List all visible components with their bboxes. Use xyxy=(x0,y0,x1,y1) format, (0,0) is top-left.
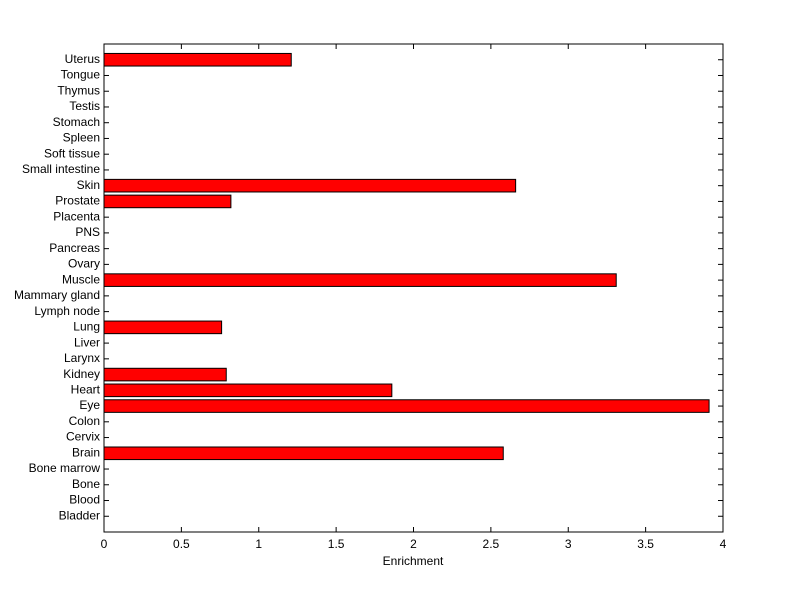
x-tick-label: 1 xyxy=(255,537,262,551)
y-tick-label: Blood xyxy=(69,493,100,507)
x-tick-label: 1.5 xyxy=(328,537,345,551)
y-tick-label: PNS xyxy=(75,225,100,239)
y-tick-label: Pancreas xyxy=(49,241,100,255)
y-tick-label: Spleen xyxy=(63,131,100,145)
y-tick-label: Liver xyxy=(74,335,100,349)
y-tick-label: Small intestine xyxy=(22,162,100,176)
y-tick-label: Mammary gland xyxy=(14,288,100,302)
bar xyxy=(103,273,617,287)
y-tick-label: Cervix xyxy=(66,430,100,444)
x-tick-label: 0 xyxy=(101,537,108,551)
y-tick-label: Stomach xyxy=(53,115,100,129)
x-axis-label: Enrichment xyxy=(383,554,444,568)
x-tick-label: 0.5 xyxy=(173,537,190,551)
bar xyxy=(103,194,232,209)
bar xyxy=(103,399,710,413)
x-tick-label: 4 xyxy=(720,537,727,551)
x-tick-label: 2 xyxy=(410,537,417,551)
y-tick-label: Testis xyxy=(69,99,100,113)
y-tick-label: Heart xyxy=(71,382,101,396)
y-tick-label: Uterus xyxy=(65,52,100,66)
y-tick-label: Kidney xyxy=(63,367,100,381)
y-tick-label: Muscle xyxy=(62,272,100,286)
y-tick-label: Placenta xyxy=(53,209,100,223)
bar xyxy=(103,320,223,335)
bar xyxy=(103,383,393,398)
bar xyxy=(103,367,227,382)
x-tick-label: 2.5 xyxy=(483,537,500,551)
y-tick-label: Lung xyxy=(73,320,100,334)
y-tick-label: Prostate xyxy=(55,194,100,208)
bar xyxy=(103,52,292,67)
y-tick-label: Bone marrow xyxy=(29,461,101,475)
y-tick-label: Brain xyxy=(72,445,100,459)
x-tick-label: 3 xyxy=(565,537,572,551)
bar xyxy=(103,178,517,193)
y-tick-label: Eye xyxy=(79,398,100,412)
bar xyxy=(103,446,504,461)
y-tick-label: Soft tissue xyxy=(44,146,100,160)
y-tick-label: Larynx xyxy=(64,351,100,365)
y-tick-label: Ovary xyxy=(68,257,100,271)
y-tick-label: Bone xyxy=(72,477,100,491)
y-tick-label: Colon xyxy=(69,414,100,428)
x-tick-label: 3.5 xyxy=(637,537,654,551)
y-tick-label: Bladder xyxy=(59,508,100,522)
y-tick-label: Thymus xyxy=(57,83,100,97)
y-tick-label: Lymph node xyxy=(34,304,100,318)
y-tick-label: Tongue xyxy=(61,68,101,82)
y-tick-label: Skin xyxy=(77,178,100,192)
